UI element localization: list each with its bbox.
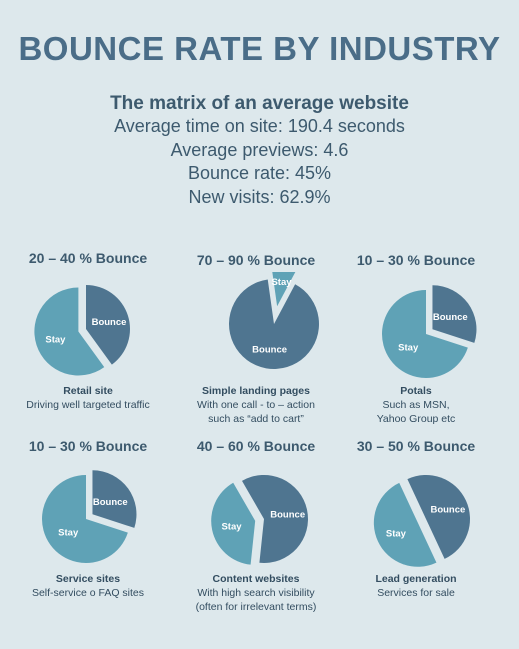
pie-chart-portals: Bounce Stay bbox=[382, 285, 477, 378]
pie-label-bounce: Bounce bbox=[252, 344, 287, 355]
chart-panel-content-websites: 40 – 60 % Bounce Bounce Stay Content webs… bbox=[171, 438, 341, 614]
chart-title: 10 – 30 % Bounce bbox=[356, 252, 476, 268]
chart-category-description: Services for sale bbox=[377, 587, 455, 599]
pie-slice-stay bbox=[42, 475, 128, 563]
stats-subtitle: The matrix of an average website bbox=[110, 93, 409, 114]
pie-label-bounce: Bounce bbox=[93, 497, 128, 508]
pie-chart-service-sites: Bounce Stay bbox=[42, 470, 137, 563]
chart-panel-landing-pages: 70 – 90 % Bounce Bounce Stay Simple landi… bbox=[171, 252, 341, 426]
chart-category-name: Retail site bbox=[63, 385, 113, 397]
pie-label-stay: Stay bbox=[45, 335, 66, 346]
chart-category-description: Self-service o FAQ sites bbox=[31, 587, 145, 599]
pie-chart-content-websites: Bounce Stay bbox=[211, 475, 308, 565]
pie-slice-bounce bbox=[242, 475, 308, 563]
chart-title: 20 – 40 % Bounce bbox=[28, 250, 148, 266]
stat-new-visits: New visits: 62.9% bbox=[188, 186, 331, 207]
chart-category-name: Lead generation bbox=[375, 573, 457, 585]
pie-label-bounce: Bounce bbox=[433, 312, 468, 323]
pie-slice-stay bbox=[272, 272, 296, 307]
pie-slice-stay bbox=[373, 482, 437, 567]
pie-chart-retail: Bounce Stay bbox=[34, 285, 130, 376]
pie-chart-lead-generation: Bounce Stay bbox=[373, 475, 470, 567]
chart-panel-lead-generation: 30 – 50 % Bounce Bounce Stay Lead generat… bbox=[331, 438, 501, 600]
pie-slice-bounce bbox=[229, 279, 319, 369]
pie-chart-landing-pages: Bounce Stay bbox=[229, 272, 319, 369]
chart-category-name: Service sites bbox=[55, 573, 121, 585]
chart-category-description: Driving well targeted traffic bbox=[26, 399, 150, 411]
pie-label-bounce: Bounce bbox=[430, 504, 465, 515]
chart-category-name: Potals bbox=[400, 385, 432, 397]
chart-title: 70 – 90 % Bounce bbox=[196, 252, 316, 268]
stat-bounce-rate: Bounce rate: 45% bbox=[187, 163, 332, 183]
chart-category-description: With high search visibility (often for i… bbox=[195, 587, 317, 613]
pie-label-bounce: Bounce bbox=[270, 510, 305, 521]
pie-slice-bounce bbox=[407, 475, 470, 559]
pie-label-stay: Stay bbox=[386, 529, 407, 540]
stat-time-on-site: Average time on site: 190.4 seconds bbox=[114, 116, 405, 136]
pie-label-stay: Stay bbox=[271, 277, 292, 288]
chart-title: 30 – 50 % Bounce bbox=[356, 438, 476, 454]
pie-label-stay: Stay bbox=[221, 521, 242, 532]
chart-title: 10 – 30 % Bounce bbox=[28, 438, 148, 454]
chart-category-name: Simple landing pages bbox=[202, 385, 310, 397]
pie-slice-bounce bbox=[92, 470, 137, 528]
pie-label-stay: Stay bbox=[398, 342, 419, 353]
chart-category-name: Content websites bbox=[212, 573, 300, 585]
pie-slice-stay bbox=[211, 482, 256, 565]
page-title: BOUNCE RATE BY INDUSTRY bbox=[18, 30, 501, 67]
site-stats: The matrix of an average website Average… bbox=[0, 92, 519, 209]
chart-category-description: With one call - to – action such as “add… bbox=[197, 399, 315, 425]
pie-slice-bounce bbox=[432, 285, 477, 343]
chart-title: 40 – 60 % Bounce bbox=[196, 438, 316, 454]
chart-category-description: Such as MSN, Yahoo Group etc bbox=[376, 399, 456, 425]
pie-slice-bounce bbox=[86, 285, 130, 365]
stat-previews: Average previews: 4.6 bbox=[170, 139, 349, 160]
pie-label-stay: Stay bbox=[58, 527, 79, 538]
pie-slice-stay bbox=[34, 287, 105, 376]
pie-slice-stay bbox=[382, 290, 468, 378]
chart-panel-portals: 10 – 30 % Bounce Bounce Stay Potals Such … bbox=[331, 252, 501, 426]
chart-panel-retail: 20 – 40 % Bounce Bounce Stay Retail site … bbox=[3, 250, 173, 412]
chart-panel-service-sites: 10 – 30 % Bounce Bounce Stay Service site… bbox=[3, 438, 173, 600]
pie-label-bounce: Bounce bbox=[92, 317, 127, 328]
